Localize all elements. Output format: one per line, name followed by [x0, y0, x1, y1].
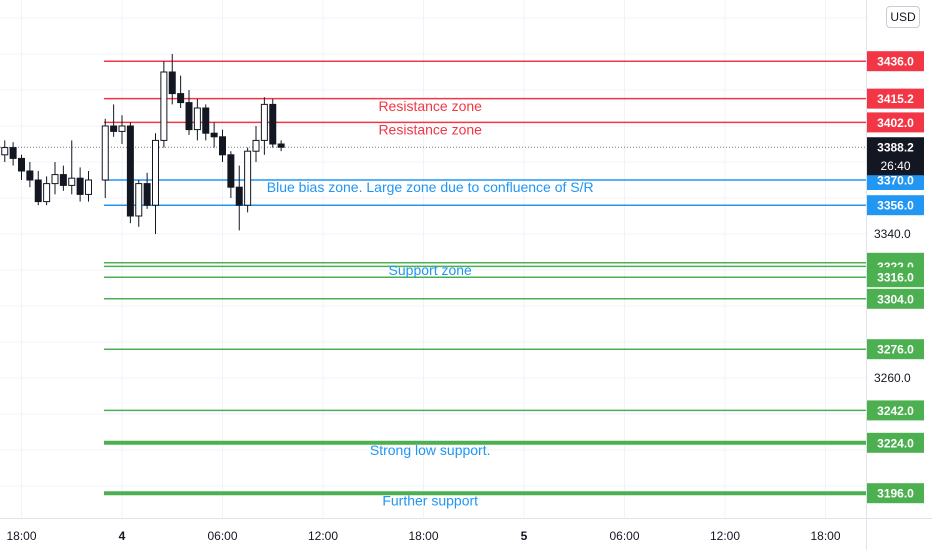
zone-annotation: Resistance zone: [378, 122, 482, 138]
candle-body: [118, 125, 126, 132]
time-tick-label: 12:00: [308, 529, 338, 543]
level-price-label: 3370.0: [877, 174, 914, 188]
zone-annotation: Blue bias zone. Large zone due to conflu…: [267, 179, 594, 195]
level-price-label: 3242.0: [877, 404, 914, 418]
candle-body: [26, 170, 34, 181]
level-price-label: 3196.0: [877, 487, 914, 501]
candle-body: [260, 103, 268, 141]
candle-body: [177, 93, 185, 104]
candle-body: [51, 174, 59, 185]
level-price-label: 3415.2: [877, 92, 914, 106]
candle-body: [135, 183, 143, 217]
time-tick-label: 06:00: [207, 529, 237, 543]
time-tick-label: 5: [521, 529, 528, 543]
level-price-label: 3436.0: [877, 55, 914, 69]
zone-annotation: Resistance zone: [378, 98, 482, 114]
candle-body: [252, 139, 260, 152]
level-price-badge: [867, 88, 924, 109]
candle-body: [76, 177, 84, 195]
level-price-badge: [867, 339, 924, 360]
candle-body: [185, 102, 193, 131]
candle-body: [43, 183, 51, 203]
candle-body: [277, 143, 285, 148]
candle-body: [68, 177, 76, 186]
candle-body: [152, 139, 159, 206]
candle-body: [110, 125, 118, 132]
time-tick-label: 18:00: [6, 529, 36, 543]
level-price-label: 3356.0: [877, 199, 914, 213]
candle-body: [143, 183, 151, 206]
candle-body: [202, 107, 210, 134]
time-tick-label: 12:00: [710, 529, 740, 543]
level-price-label: 3224.0: [877, 436, 914, 450]
currency-button[interactable]: USD: [886, 6, 920, 28]
candle-body: [101, 125, 109, 181]
candle-body: [227, 154, 235, 188]
candle-body: [34, 179, 42, 203]
candle-body: [244, 150, 252, 206]
level-price-label: 3316.0: [877, 271, 914, 285]
level-price-badge: [867, 267, 924, 288]
candle-body: [18, 157, 25, 172]
level-price-badge: [867, 432, 924, 453]
candle-body: [269, 103, 277, 145]
zone-annotation: Further support: [382, 492, 478, 508]
level-price-label: 3276.0: [877, 343, 914, 357]
price-tick-label: 3340.0: [874, 227, 911, 241]
candle-body: [235, 186, 243, 206]
candle-body: [59, 174, 67, 186]
candle-body: [126, 125, 134, 217]
last-price-badge: [867, 137, 924, 176]
candle-body: [210, 132, 218, 138]
zone-annotation: Strong low support.: [370, 442, 491, 458]
level-price-badge: [867, 195, 924, 216]
candle-body: [219, 136, 226, 156]
price-tick-label: 3260.0: [874, 371, 911, 385]
candle-body: [168, 71, 176, 95]
countdown-label: 26:40: [880, 159, 910, 173]
candle-body: [160, 71, 168, 141]
level-price-badge: [867, 400, 924, 421]
level-price-badge: [867, 112, 924, 133]
level-price-badge: [867, 483, 924, 504]
time-tick-label: 4: [119, 529, 126, 543]
time-tick-label: 06:00: [609, 529, 639, 543]
time-tick-label: 18:00: [408, 529, 438, 543]
zone-annotation: Support zone: [389, 262, 472, 278]
candle-body: [193, 107, 201, 131]
level-price-label: 3304.0: [877, 292, 914, 306]
level-price-badge: [867, 288, 924, 309]
level-price-label: 3402.0: [877, 116, 914, 130]
level-price-badge: [867, 51, 924, 72]
time-tick-label: 18:00: [810, 529, 840, 543]
candle-body: [9, 147, 17, 159]
candle-body: [85, 179, 92, 195]
candle-body: [1, 147, 9, 156]
last-price-label: 3388.2: [877, 141, 914, 155]
